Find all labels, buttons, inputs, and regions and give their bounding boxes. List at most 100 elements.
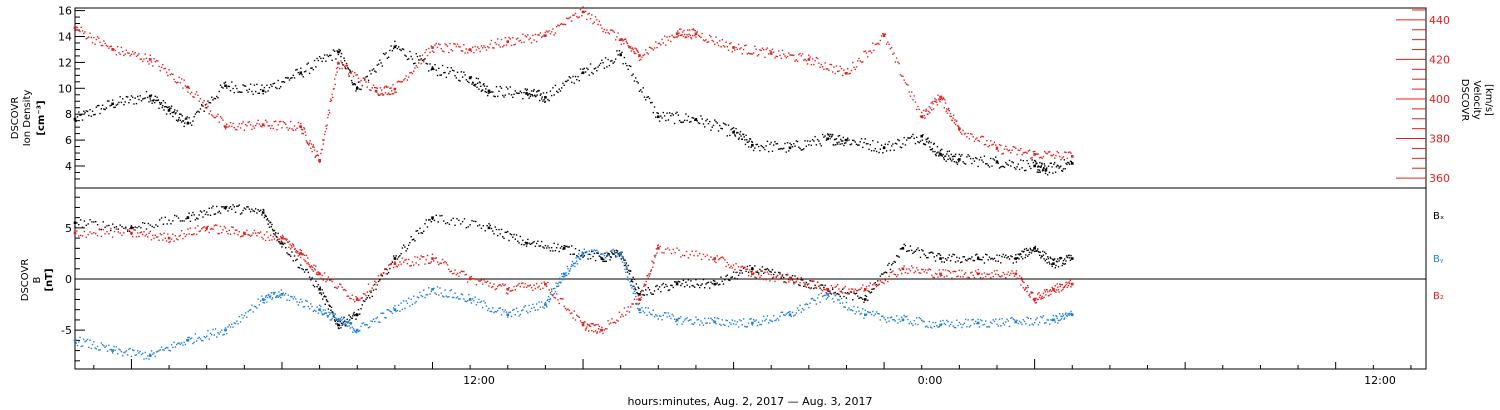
bz-dense-point bbox=[919, 272, 922, 274]
bx-dense-point bbox=[841, 288, 844, 290]
bx-dense-point bbox=[1068, 254, 1070, 257]
by-dense-point bbox=[470, 302, 473, 304]
bx-dense-point bbox=[312, 284, 315, 287]
ion-density-dense-point bbox=[526, 88, 528, 90]
ion-density-dense-point bbox=[833, 144, 835, 146]
bx-dense-point bbox=[423, 230, 425, 232]
bx-dense-point bbox=[962, 256, 964, 258]
by-dense-point bbox=[781, 311, 784, 313]
velocity-dense-point bbox=[1051, 155, 1053, 157]
by-dense-point bbox=[731, 319, 734, 321]
ion-density-dense-point bbox=[1010, 165, 1012, 167]
by-dense-point bbox=[850, 309, 853, 311]
ion-density-dense-point bbox=[124, 101, 126, 103]
by-dense-point bbox=[504, 309, 506, 311]
bz-dense-point bbox=[1062, 288, 1064, 291]
ion-density-dense-point bbox=[527, 93, 530, 95]
velocity-dense-point bbox=[227, 126, 229, 128]
velocity-dense-point bbox=[628, 45, 631, 48]
by-dense-point bbox=[764, 319, 766, 322]
ion-density-dense-point bbox=[675, 112, 677, 115]
ion-density-dense-point bbox=[1042, 169, 1044, 172]
ion-density-dense-point bbox=[790, 144, 792, 146]
ion-density-dense-point bbox=[744, 143, 747, 146]
by-dense-point bbox=[414, 302, 416, 304]
velocity-dense-point bbox=[381, 89, 383, 91]
bx-dense-point bbox=[573, 253, 575, 255]
bz-dense-point bbox=[431, 253, 434, 255]
by-dense-point bbox=[609, 250, 612, 252]
by-dense-point bbox=[858, 310, 860, 312]
bz-dense-point bbox=[889, 271, 892, 274]
velocity-dense-point bbox=[902, 75, 904, 77]
bx-dense-point bbox=[884, 271, 887, 273]
bz-dense-point bbox=[557, 299, 559, 301]
bz-dense-point bbox=[643, 285, 645, 287]
ion-density-dense-point bbox=[553, 94, 555, 96]
bz-dense-point bbox=[159, 233, 161, 235]
bz-dense-point bbox=[1052, 289, 1055, 291]
velocity-dense-point bbox=[167, 74, 169, 77]
ion-density-dense-point bbox=[475, 83, 477, 86]
velocity-dense-point bbox=[838, 70, 840, 72]
ion-density-dense-point bbox=[1054, 171, 1057, 173]
by-dense-point bbox=[557, 285, 560, 287]
by-dense-point bbox=[361, 322, 363, 325]
ion-density-dense-point bbox=[1030, 167, 1032, 170]
bx-dense-point bbox=[385, 268, 387, 270]
ion-density-dense-point bbox=[150, 100, 152, 102]
top-left-tick-label: 10 bbox=[58, 82, 72, 95]
bz-dense-point bbox=[785, 281, 787, 284]
ion-density-dense-point bbox=[108, 100, 110, 102]
velocity-dense-point bbox=[148, 63, 150, 65]
bz-dense-point bbox=[613, 321, 616, 324]
velocity-dense-point bbox=[1005, 145, 1007, 148]
bx-dense-point bbox=[606, 255, 608, 257]
velocity-dense-point bbox=[982, 136, 984, 138]
ion-density-dense-point bbox=[562, 82, 564, 85]
bz-dense-point bbox=[253, 229, 256, 232]
bz-dense-point bbox=[893, 273, 895, 275]
bx-dense-point bbox=[917, 247, 919, 249]
velocity-dense-point bbox=[839, 65, 841, 68]
bx-dense-point bbox=[125, 226, 127, 229]
ion-density-dense-point bbox=[596, 69, 598, 72]
bz-dense-point bbox=[257, 232, 259, 234]
bx-dense-point bbox=[732, 271, 735, 273]
ion-density-dense-point bbox=[517, 92, 519, 95]
ion-density-dense-point bbox=[315, 66, 317, 68]
by-dense-point bbox=[953, 326, 956, 329]
ion-density-dense-point bbox=[637, 82, 639, 84]
bx-dense-point bbox=[778, 271, 780, 274]
velocity-dense-point bbox=[958, 129, 961, 132]
bz-dense-point bbox=[115, 228, 118, 230]
velocity-point bbox=[1070, 155, 1074, 158]
velocity-dense-point bbox=[304, 131, 306, 133]
bz-dense-point bbox=[420, 255, 422, 257]
by-dense-point bbox=[957, 324, 959, 327]
bx-dense-point bbox=[510, 234, 513, 236]
ion-density-dense-point bbox=[868, 148, 870, 151]
by-dense-point bbox=[839, 302, 841, 304]
bz-dense-point bbox=[326, 279, 328, 281]
by-dense-point bbox=[302, 306, 305, 308]
ion-density-dense-point bbox=[979, 156, 982, 159]
bx-dense-point bbox=[136, 226, 138, 229]
velocity-dense-point bbox=[934, 97, 936, 100]
bz-dense-point bbox=[731, 267, 734, 269]
by-dense-point bbox=[696, 319, 698, 321]
ion-density-dense-point bbox=[241, 91, 243, 94]
ion-density-dense-point bbox=[411, 58, 414, 60]
ion-density-dense-point bbox=[400, 49, 402, 52]
by-dense-point bbox=[1060, 315, 1062, 317]
velocity-dense-point bbox=[456, 43, 459, 45]
ion-density-dense-point bbox=[312, 68, 315, 71]
velocity-dense-point bbox=[1015, 147, 1017, 149]
ion-density-dense-point bbox=[343, 57, 345, 59]
bz-dense-point bbox=[399, 261, 401, 263]
bz-dense-point bbox=[931, 274, 933, 277]
ion-density-dense-point bbox=[731, 127, 734, 130]
bz-dense-point bbox=[315, 265, 317, 267]
velocity-dense-point bbox=[177, 81, 179, 84]
by-dense-point bbox=[785, 313, 787, 315]
